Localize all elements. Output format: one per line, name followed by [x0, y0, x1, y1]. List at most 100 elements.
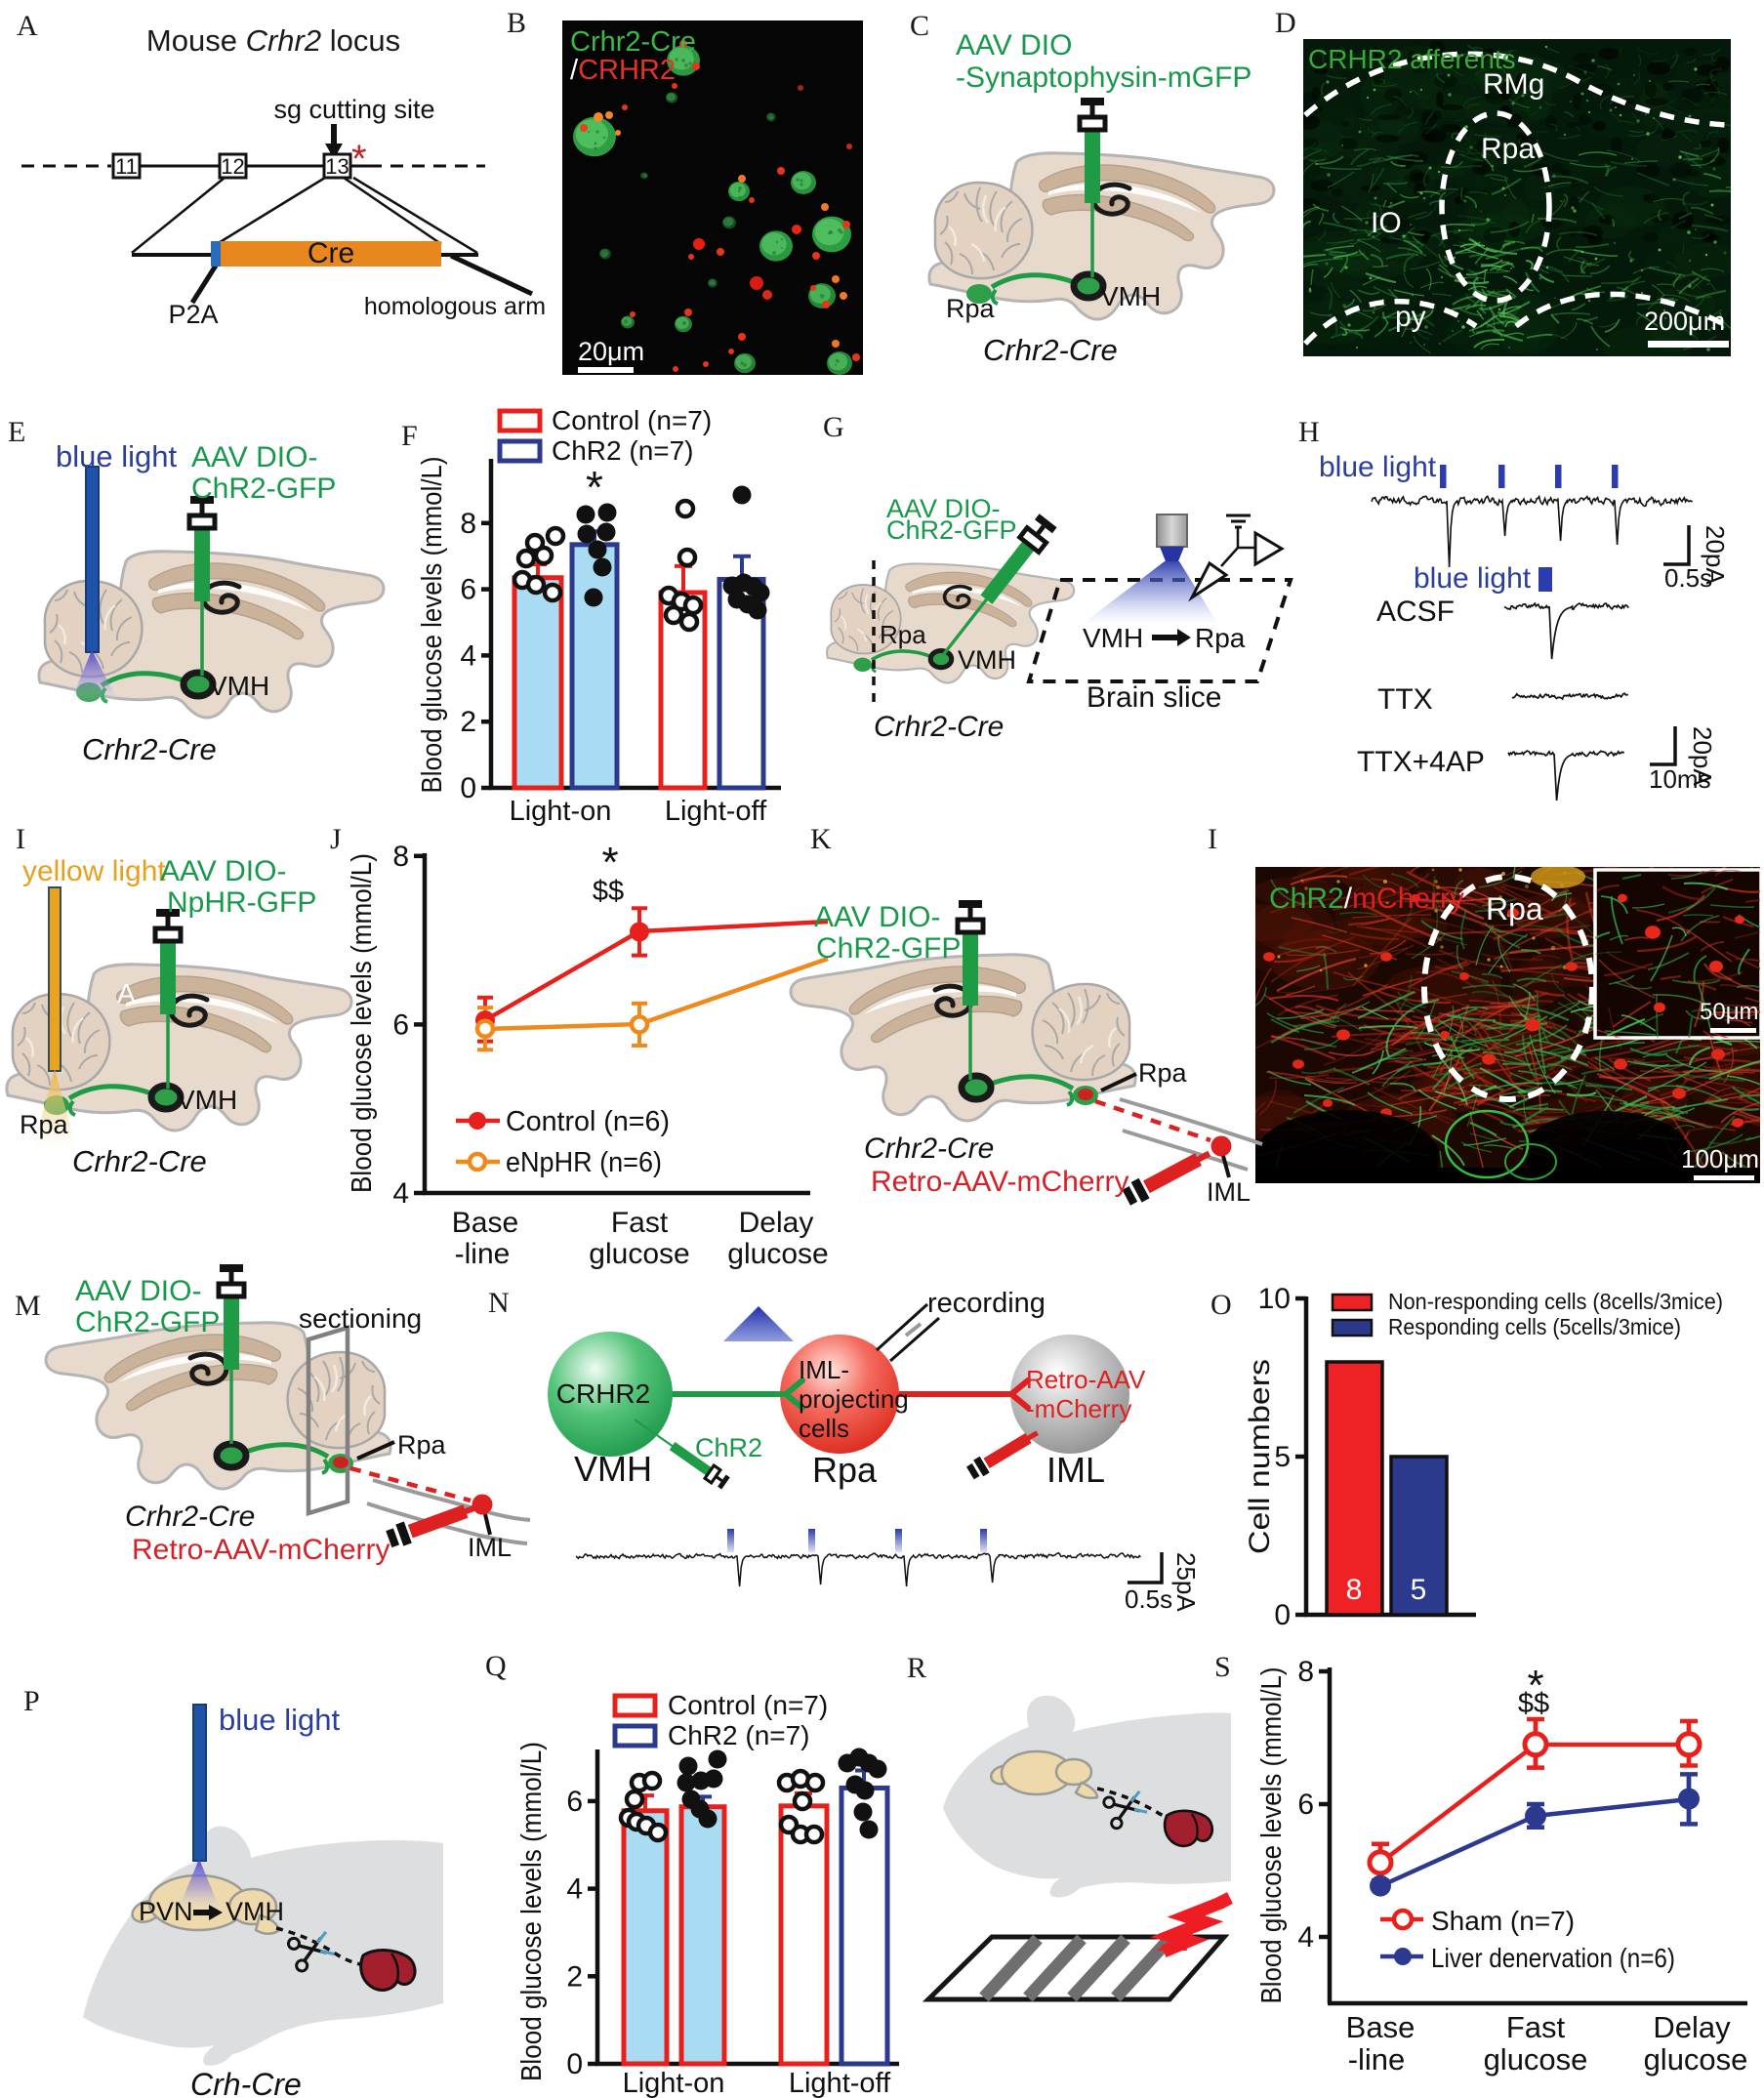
svg-text:Base: Base [1346, 2010, 1415, 2044]
svg-text:VMH: VMH [1100, 281, 1161, 311]
svg-text:H: H [1298, 416, 1320, 448]
svg-text:ChR2-GFP: ChR2-GFP [886, 515, 1017, 545]
svg-text:sectioning: sectioning [299, 1303, 422, 1334]
svg-text:Crhr2-Cre: Crhr2-Cre [125, 1501, 255, 1533]
svg-text:25pA: 25pA [1171, 1552, 1201, 1612]
svg-text:AAV DIO: AAV DIO [956, 29, 1072, 62]
svg-text:sg cutting site: sg cutting site [273, 95, 434, 124]
svg-text:8: 8 [460, 508, 476, 540]
svg-text:Crhr2-Cre: Crhr2-Cre [570, 26, 696, 58]
svg-text:Blood glucose levels (mmol/L): Blood glucose levels (mmol/L) [417, 457, 448, 794]
svg-text:5: 5 [1274, 1441, 1291, 1473]
svg-text:4: 4 [566, 1873, 583, 1906]
svg-text:TTX+4AP: TTX+4AP [1357, 746, 1485, 778]
svg-text:P: P [23, 1685, 40, 1717]
svg-text:VMH: VMH [958, 645, 1016, 675]
svg-text:Rpa: Rpa [1481, 133, 1535, 165]
svg-text:ChR2 (n=7): ChR2 (n=7) [668, 1720, 810, 1750]
svg-text:Delay: Delay [1653, 2010, 1731, 2044]
svg-text:Delay: Delay [739, 1207, 814, 1239]
svg-text:Q: Q [485, 1650, 507, 1682]
svg-text:10ms: 10ms [1649, 764, 1711, 794]
svg-text:Control (n=7): Control (n=7) [552, 405, 712, 435]
svg-text:13: 13 [325, 154, 349, 179]
svg-text:Rpa: Rpa [812, 1450, 878, 1490]
svg-text:glucose: glucose [1484, 2042, 1588, 2077]
svg-text:A: A [17, 10, 38, 42]
svg-text:eNpHR (n=6): eNpHR (n=6) [506, 1147, 662, 1178]
svg-text:ChR2/mCherry: ChR2/mCherry [1269, 883, 1464, 915]
svg-text:-mCherry: -mCherry [1026, 1394, 1131, 1423]
svg-text:VMH: VMH [209, 671, 269, 701]
svg-text:*: * [601, 839, 618, 886]
svg-text:Mouse Crhr2 locus: Mouse Crhr2 locus [146, 23, 400, 58]
svg-text:AAV DIO-: AAV DIO- [191, 441, 317, 473]
svg-text:Control (n=7): Control (n=7) [668, 1690, 828, 1720]
svg-text:yellow light: yellow light [22, 855, 166, 887]
svg-text:projecting: projecting [799, 1384, 909, 1414]
svg-text:200μm: 200μm [1644, 307, 1725, 336]
svg-text:AAV DIO-: AAV DIO- [886, 494, 1001, 523]
svg-text:0.5s: 0.5s [1125, 1584, 1172, 1614]
svg-text:8: 8 [1346, 1574, 1363, 1606]
svg-text:11: 11 [115, 154, 138, 179]
svg-text:R: R [907, 1652, 926, 1684]
svg-text:Light-off: Light-off [789, 2068, 891, 2098]
svg-text:IML: IML [468, 1533, 512, 1562]
svg-text:blue light: blue light [1414, 562, 1532, 595]
svg-text:glucose: glucose [589, 1238, 689, 1270]
svg-text:Blood glucose levels (mmol/L): Blood glucose levels (mmol/L) [516, 1742, 548, 2081]
svg-text:NpHR-GFP: NpHR-GFP [167, 886, 316, 919]
svg-text:4: 4 [392, 1177, 409, 1210]
svg-text:-line: -line [455, 1238, 511, 1270]
svg-text:ACSF: ACSF [1376, 596, 1455, 628]
svg-text:Retro-AAV-mCherry: Retro-AAV-mCherry [871, 1166, 1129, 1198]
svg-text:*: * [586, 462, 603, 513]
svg-text:homologous arm: homologous arm [364, 293, 546, 320]
svg-text:-line: -line [1348, 2042, 1406, 2077]
svg-text:J: J [330, 823, 342, 855]
svg-text:CRHR2: CRHR2 [556, 1378, 650, 1409]
svg-text:Crhr2-Cre: Crhr2-Cre [874, 711, 1004, 743]
svg-text:glucose: glucose [1644, 2042, 1748, 2077]
svg-text:IML-: IML- [799, 1355, 849, 1384]
svg-text:0: 0 [566, 2048, 583, 2080]
svg-text:Rpa: Rpa [20, 1110, 69, 1139]
svg-text:Control (n=6): Control (n=6) [506, 1106, 670, 1137]
svg-text:2: 2 [460, 706, 476, 738]
svg-text:100μm: 100μm [1681, 1144, 1759, 1173]
svg-text:Light-off: Light-off [665, 796, 767, 827]
svg-text:A: A [117, 978, 136, 1008]
svg-text:ChR2-GFP: ChR2-GFP [191, 473, 336, 505]
svg-text:D: D [1275, 7, 1296, 39]
svg-text:Non-responding cells (8cells/3: Non-responding cells (8cells/3mice) [1388, 1289, 1723, 1314]
svg-text:50μm: 50μm [1700, 999, 1759, 1025]
svg-text:AAV DIO-: AAV DIO- [75, 1275, 201, 1307]
svg-text:Rpa: Rpa [1195, 623, 1246, 653]
svg-text:20pA: 20pA [1688, 726, 1717, 786]
svg-text:VMH: VMH [1083, 623, 1143, 653]
svg-text:K: K [810, 823, 832, 855]
svg-text:Retro-AAV-mCherry: Retro-AAV-mCherry [132, 1534, 390, 1566]
svg-text:Light-on: Light-on [623, 2068, 725, 2098]
svg-text:4: 4 [460, 639, 476, 672]
svg-text:*: * [1527, 1662, 1543, 1709]
svg-text:ChR2: ChR2 [695, 1433, 762, 1462]
svg-text:C: C [910, 10, 929, 42]
svg-text:Crhr2-Cre: Crhr2-Cre [864, 1132, 994, 1165]
svg-text:AAV DIO-: AAV DIO- [814, 901, 940, 933]
svg-text:4: 4 [1297, 1921, 1314, 1954]
svg-text:TTX: TTX [1377, 683, 1433, 716]
svg-text:Brain slice: Brain slice [1087, 681, 1221, 714]
svg-text:Base: Base [452, 1207, 518, 1239]
svg-text:Responding cells (5cells/3mice: Responding cells (5cells/3mice) [1388, 1314, 1681, 1339]
svg-text:Crh-Cre: Crh-Cre [190, 2067, 302, 2098]
svg-text:12: 12 [221, 154, 244, 179]
svg-text:glucose: glucose [727, 1238, 828, 1270]
svg-text:recording: recording [927, 1288, 1046, 1319]
svg-text:8: 8 [1297, 1656, 1314, 1688]
svg-text:py: py [1395, 301, 1426, 333]
svg-text:Blood glucose levels (mmol/L): Blood glucose levels (mmol/L) [1256, 1667, 1288, 2004]
svg-text:0: 0 [1274, 1599, 1291, 1631]
svg-text:20pA: 20pA [1701, 525, 1730, 585]
